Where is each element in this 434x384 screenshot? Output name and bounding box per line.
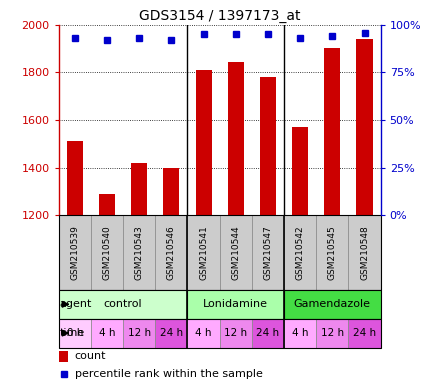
Text: 24 h: 24 h (159, 328, 183, 338)
Bar (251, 319, 283, 348)
Bar (316, 319, 348, 348)
Text: 24 h: 24 h (256, 328, 279, 338)
Bar (59, 319, 91, 348)
Text: GSM210543: GSM210543 (135, 225, 143, 280)
Text: control: control (104, 299, 142, 310)
Text: agent: agent (59, 299, 92, 310)
Text: 4 h: 4 h (99, 328, 115, 338)
Text: 12 h: 12 h (127, 328, 151, 338)
Bar (187, 215, 219, 290)
Bar (187, 290, 283, 319)
Bar (123, 319, 155, 348)
Bar (283, 319, 316, 348)
Bar (356, 39, 372, 215)
Bar (316, 215, 348, 290)
Bar (99, 194, 115, 215)
Bar (348, 319, 380, 348)
Text: 0 h: 0 h (66, 328, 83, 338)
Bar (187, 319, 219, 348)
Text: time: time (59, 328, 85, 338)
Title: GDS3154 / 1397173_at: GDS3154 / 1397173_at (138, 8, 300, 23)
Text: GSM210541: GSM210541 (199, 225, 207, 280)
Text: 24 h: 24 h (352, 328, 375, 338)
Text: Gamendazole: Gamendazole (293, 299, 370, 310)
Bar (219, 215, 251, 290)
Text: 4 h: 4 h (291, 328, 308, 338)
Text: GSM210542: GSM210542 (295, 225, 304, 280)
Bar (283, 215, 316, 290)
Bar (260, 77, 275, 215)
Bar (251, 215, 283, 290)
Text: Lonidamine: Lonidamine (203, 299, 268, 310)
Bar (123, 215, 155, 290)
Text: percentile rank within the sample: percentile rank within the sample (75, 369, 262, 379)
Text: 12 h: 12 h (320, 328, 343, 338)
Bar (195, 70, 211, 215)
Text: GSM210544: GSM210544 (231, 225, 240, 280)
Text: 12 h: 12 h (224, 328, 247, 338)
Bar (219, 319, 251, 348)
Bar (67, 141, 82, 215)
Bar (227, 62, 243, 215)
Bar (59, 290, 187, 319)
Bar (163, 167, 179, 215)
Bar (131, 163, 147, 215)
Text: 4 h: 4 h (195, 328, 211, 338)
Bar (59, 215, 91, 290)
Bar (324, 48, 339, 215)
Text: count: count (75, 351, 106, 361)
Text: GSM210546: GSM210546 (167, 225, 175, 280)
Bar (155, 215, 187, 290)
Text: GSM210539: GSM210539 (70, 225, 79, 280)
Bar (155, 319, 187, 348)
Bar (91, 215, 123, 290)
Bar (59, 351, 68, 362)
Text: GSM210540: GSM210540 (102, 225, 111, 280)
Text: GSM210547: GSM210547 (263, 225, 272, 280)
Text: GSM210548: GSM210548 (359, 225, 368, 280)
Text: GSM210545: GSM210545 (327, 225, 336, 280)
Bar (91, 319, 123, 348)
Bar (283, 290, 380, 319)
Bar (348, 215, 380, 290)
Bar (292, 127, 308, 215)
